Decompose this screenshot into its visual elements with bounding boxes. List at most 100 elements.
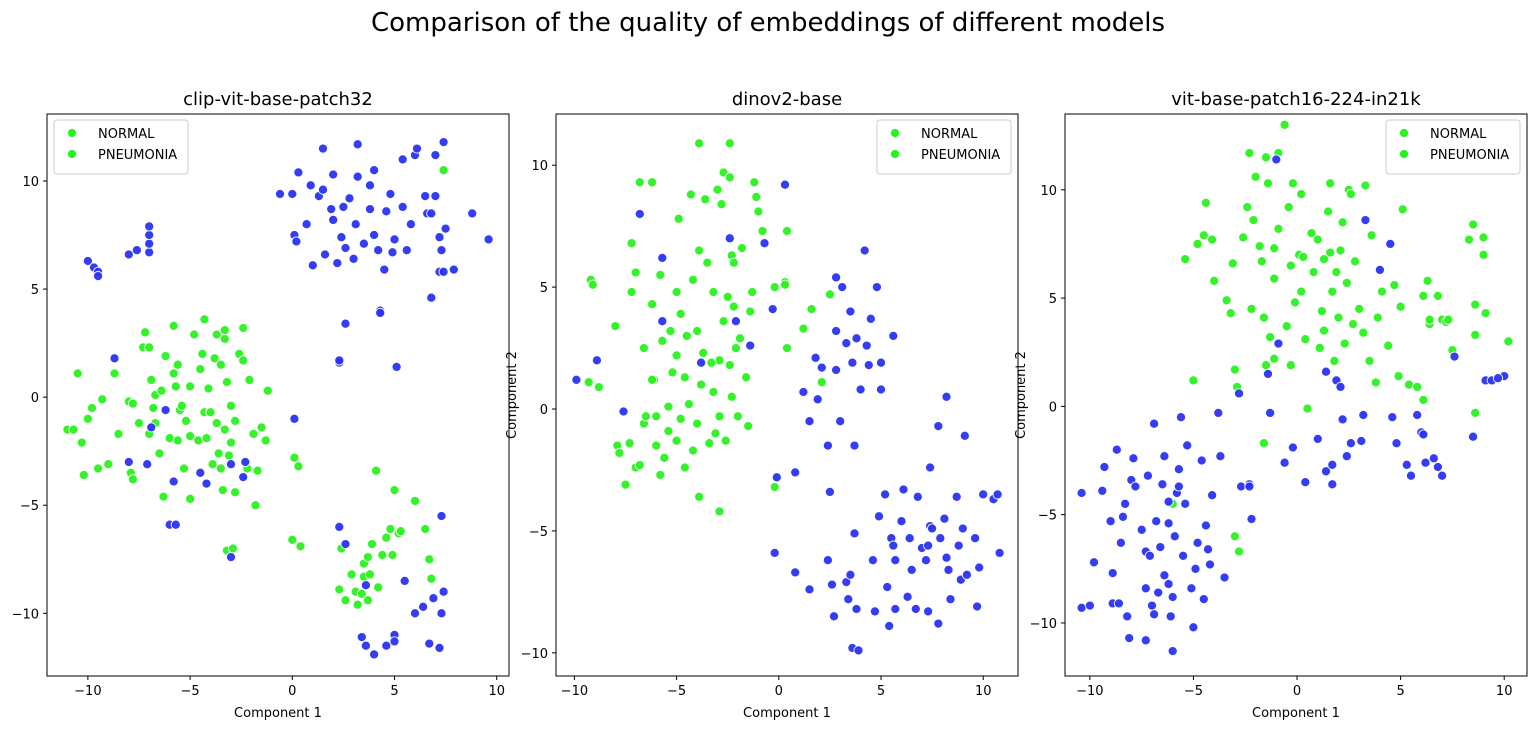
point-normal: [730, 343, 741, 354]
point-normal: [1308, 267, 1319, 278]
legend-box: [876, 119, 1012, 175]
point-normal: [82, 413, 93, 424]
point-pneumonia: [381, 640, 392, 651]
point-normal: [262, 385, 273, 396]
point-normal: [1463, 234, 1475, 245]
point-pneumonia: [170, 519, 181, 530]
point-pneumonia: [1213, 407, 1224, 418]
point-normal: [103, 459, 114, 470]
point-pneumonia: [1149, 418, 1160, 429]
point-pneumonia: [364, 180, 376, 191]
point-pneumonia: [978, 489, 989, 500]
point-normal: [438, 165, 449, 176]
point-pneumonia: [828, 611, 840, 622]
point-normal: [1221, 295, 1232, 306]
point-pneumonia: [888, 330, 899, 341]
point-normal: [634, 460, 645, 471]
point-pneumonia: [884, 620, 895, 632]
point-pneumonia: [424, 638, 435, 649]
point-normal: [687, 274, 699, 285]
point-pneumonia: [168, 476, 179, 487]
point-pneumonia: [1391, 438, 1402, 449]
point-pneumonia: [853, 645, 864, 656]
point-normal: [681, 330, 692, 341]
point-normal: [180, 415, 192, 426]
point-pneumonia: [389, 234, 400, 245]
point-normal: [1296, 286, 1307, 297]
point-pneumonia: [483, 234, 494, 245]
point-normal: [1246, 303, 1257, 314]
point-normal: [172, 435, 183, 446]
point-pneumonia: [387, 247, 398, 258]
point-normal: [749, 177, 760, 188]
point-pneumonia: [287, 188, 298, 200]
y-tick-label: −5: [529, 525, 548, 540]
point-pneumonia: [835, 416, 846, 427]
point-pneumonia: [790, 567, 801, 578]
point-normal: [806, 304, 817, 315]
point-pneumonia: [812, 394, 823, 405]
y-tick-label: −5: [1038, 509, 1057, 524]
point-pneumonia: [1120, 498, 1131, 509]
point-pneumonia: [790, 467, 801, 478]
point-normal: [1397, 204, 1408, 215]
point-pneumonia: [1163, 518, 1174, 529]
point-normal: [86, 402, 98, 414]
point-normal: [779, 279, 791, 290]
point-normal: [97, 394, 108, 405]
point-normal: [244, 374, 255, 385]
point-normal: [638, 343, 649, 354]
point-normal: [647, 299, 658, 310]
point-pneumonia: [970, 533, 981, 544]
point-pneumonia: [880, 489, 891, 500]
legend-label-pneumonia: PNEUMONIA: [921, 148, 1000, 163]
point-pneumonia: [1084, 600, 1095, 611]
point-pneumonia: [1287, 442, 1298, 453]
point-normal: [1470, 299, 1481, 310]
point-normal: [1468, 219, 1479, 230]
point-pneumonia: [336, 232, 347, 243]
point-pneumonia: [240, 456, 251, 468]
point-pneumonia: [438, 137, 449, 148]
point-normal: [798, 323, 809, 334]
x-tick-label: 5: [877, 684, 885, 699]
point-pneumonia: [865, 313, 876, 324]
point-normal: [1256, 256, 1267, 267]
point-normal: [741, 372, 752, 383]
point-normal: [362, 552, 373, 563]
point-normal: [1269, 243, 1280, 254]
point-pneumonia: [418, 601, 429, 612]
point-normal: [1333, 312, 1344, 323]
x-tick-label: −10: [74, 684, 101, 699]
point-pneumonia: [93, 271, 104, 282]
point-pneumonia: [1142, 470, 1153, 481]
point-normal: [614, 447, 625, 458]
point-normal: [409, 495, 421, 506]
point-pneumonia: [352, 139, 363, 150]
point-pneumonia: [369, 649, 380, 660]
legend-label-normal: NORMAL: [921, 127, 978, 142]
point-pneumonia: [855, 384, 866, 395]
point-normal: [1289, 297, 1301, 308]
point-pneumonia: [925, 462, 936, 473]
point-pneumonia: [434, 232, 445, 243]
point-normal: [720, 435, 731, 446]
point-normal: [1227, 258, 1238, 269]
plot-frame: [46, 113, 510, 677]
point-pneumonia: [369, 165, 380, 176]
point-normal: [1412, 381, 1423, 392]
point-normal: [1470, 329, 1481, 340]
point-normal: [133, 418, 145, 429]
point-normal: [225, 400, 237, 411]
point-pneumonia: [1412, 409, 1423, 421]
point-normal: [671, 435, 682, 446]
point-pneumonia: [144, 247, 155, 258]
point-pneumonia: [436, 510, 447, 522]
point-normal: [1339, 338, 1350, 349]
point-normal: [1335, 245, 1346, 256]
point-pneumonia: [771, 472, 782, 483]
point-pneumonia: [810, 352, 821, 363]
point-pneumonia: [1182, 440, 1193, 451]
point-normal: [726, 391, 737, 402]
point-pneumonia: [1163, 496, 1174, 507]
